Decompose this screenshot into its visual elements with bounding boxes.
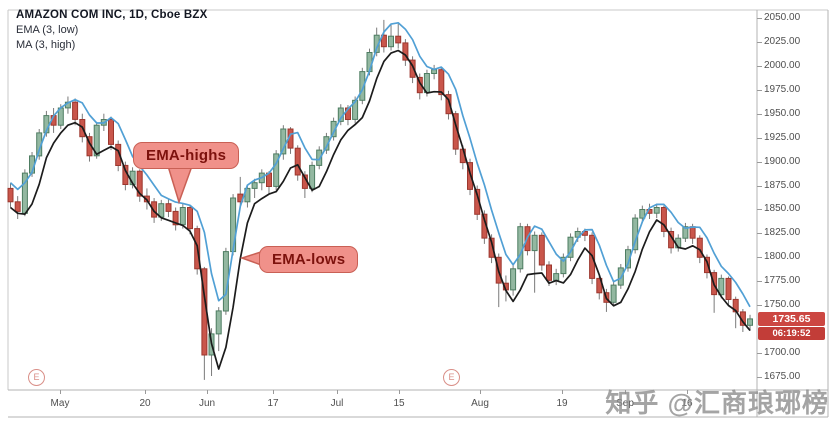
candle-up: [610, 284, 617, 303]
candle-down: [108, 119, 114, 145]
candle-down: [704, 256, 710, 274]
candle-down: [14, 201, 21, 212]
candle-down: [115, 143, 122, 166]
candle-up: [359, 71, 366, 101]
candle-up: [625, 249, 631, 269]
candle-up: [316, 149, 323, 166]
earnings-marker-icon[interactable]: E: [443, 369, 460, 386]
candle-down: [409, 59, 416, 78]
candle-down: [445, 94, 452, 115]
candle-up: [653, 207, 660, 214]
indicator-ema-low[interactable]: EMA (3, low): [16, 24, 79, 36]
candle-up: [431, 69, 438, 74]
candle-down: [72, 101, 79, 120]
candle-down: [438, 69, 445, 96]
candle-down: [488, 237, 495, 258]
candle-up: [388, 35, 394, 48]
candle-up: [682, 226, 689, 239]
candle-down: [395, 35, 402, 44]
candle-up: [639, 209, 646, 219]
candle-down: [660, 207, 667, 232]
candle-down: [380, 34, 387, 48]
last-price-badge: 1735.65: [758, 312, 825, 326]
chart-legend: AMAZON COM INC, 1D, Cboe BZX EMA (3, low…: [16, 7, 208, 53]
candle-down: [467, 162, 473, 190]
candle-down: [294, 147, 301, 176]
candle-up: [158, 203, 165, 218]
candle-up: [747, 318, 753, 326]
candle-up: [510, 268, 517, 291]
candle-down: [7, 187, 14, 203]
candle-up: [179, 207, 186, 226]
candle-up: [215, 310, 222, 335]
candle-up: [517, 226, 524, 270]
candle-down: [172, 210, 179, 226]
earnings-marker-icon[interactable]: E: [28, 369, 45, 386]
candle-up: [553, 273, 560, 281]
candle-down: [538, 234, 545, 266]
ma-lows-line[interactable]: [9, 49, 751, 370]
candle-up: [93, 124, 100, 157]
annotation-ema-highs[interactable]: EMA-highs: [133, 142, 240, 169]
candle-up: [531, 234, 538, 252]
candle-down: [689, 226, 696, 239]
candle-down: [187, 207, 193, 230]
candle-up: [280, 128, 287, 155]
watermark: 知乎 @汇商琅琊榜: [605, 388, 829, 418]
symbol-title[interactable]: AMAZON COM INC, 1D, Cboe BZX: [16, 9, 208, 21]
candle-up: [273, 153, 280, 187]
candle-down: [696, 237, 703, 258]
candle-down: [136, 170, 143, 197]
candle-up: [560, 256, 567, 275]
candle-down: [165, 203, 172, 212]
candle-down: [151, 201, 158, 218]
candle-down: [725, 277, 732, 300]
candle-up: [718, 277, 725, 296]
candle-up: [251, 182, 258, 189]
ema-highs-line[interactable]: [9, 21, 751, 308]
annotation-ema-highs-tail: [166, 165, 194, 205]
indicator-ma-high[interactable]: MA (3, high): [16, 39, 76, 51]
bar-countdown-badge: 06:19:52: [758, 327, 825, 340]
candle-up: [309, 164, 316, 189]
candle-down: [402, 42, 409, 61]
candle-down: [546, 264, 552, 281]
annotation-ema-lows[interactable]: EMA-lows: [259, 246, 359, 273]
